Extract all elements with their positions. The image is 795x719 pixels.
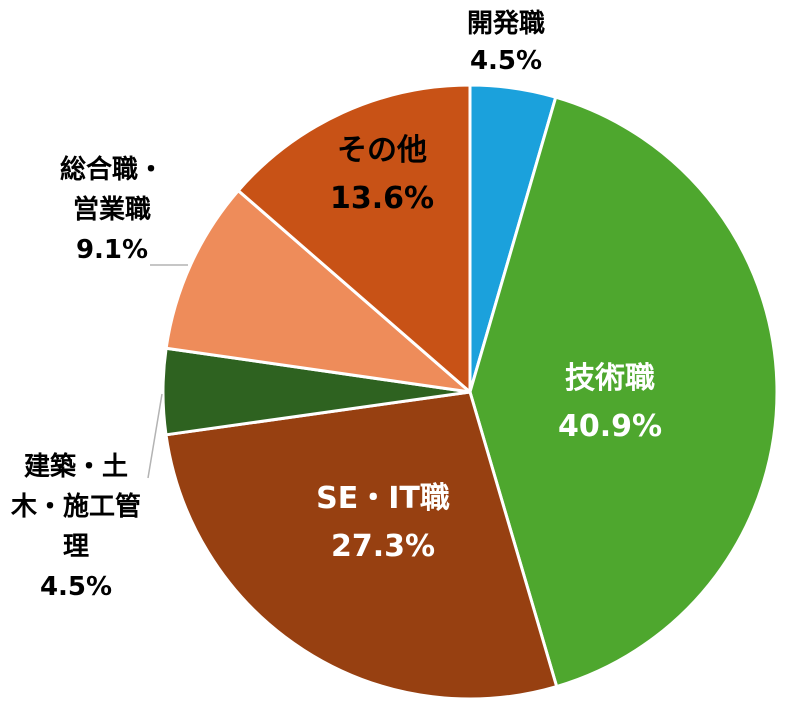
pie-slice <box>236 83 472 394</box>
slice-label: その他 13.6% <box>330 133 434 216</box>
slice-labels: 開発職 4.5% 技術職 40.9% SE・IT職 27.3% 建築・土木・施工管理 4.5%… <box>10 9 662 602</box>
slice-label: 総合職・営業職 9.1% <box>60 154 164 265</box>
slice-label: 開発職 4.5% <box>467 9 545 76</box>
pie-slices <box>161 83 779 701</box>
leader-lines <box>147 264 188 479</box>
pie-slice <box>164 189 472 394</box>
slice-label: SE・IT職 27.3% <box>316 481 450 564</box>
pie-slice <box>164 390 559 701</box>
slice-label: 技術職 40.9% <box>558 361 662 444</box>
leader-line <box>147 393 163 479</box>
slice-label: 建築・土木・施工管理 4.5% <box>10 451 141 602</box>
pie-slice <box>468 95 779 689</box>
